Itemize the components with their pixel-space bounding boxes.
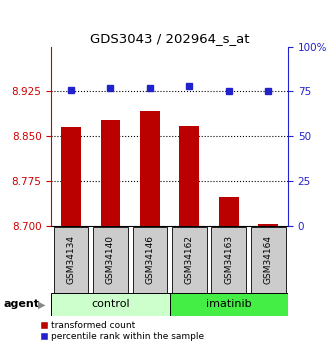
FancyBboxPatch shape	[51, 293, 169, 316]
FancyBboxPatch shape	[132, 227, 167, 293]
Text: GSM34140: GSM34140	[106, 235, 115, 284]
FancyBboxPatch shape	[251, 227, 286, 293]
Bar	[101, 119, 120, 226]
Text: GSM34134: GSM34134	[67, 235, 75, 284]
Text: imatinib: imatinib	[206, 299, 252, 309]
Text: ▶: ▶	[38, 299, 46, 309]
FancyBboxPatch shape	[172, 227, 207, 293]
Text: GSM34146: GSM34146	[145, 235, 155, 284]
Text: control: control	[91, 299, 130, 309]
Bar	[140, 110, 160, 226]
Text: GSM34164: GSM34164	[264, 235, 273, 284]
Bar	[219, 197, 239, 226]
Text: GSM34162: GSM34162	[185, 235, 194, 284]
Bar	[61, 127, 81, 226]
Legend: transformed count, percentile rank within the sample: transformed count, percentile rank withi…	[39, 320, 205, 342]
Bar	[259, 224, 278, 226]
Text: GSM34163: GSM34163	[224, 235, 233, 284]
FancyBboxPatch shape	[212, 227, 246, 293]
Bar	[179, 126, 199, 226]
FancyBboxPatch shape	[169, 293, 288, 316]
Title: GDS3043 / 202964_s_at: GDS3043 / 202964_s_at	[90, 32, 249, 46]
FancyBboxPatch shape	[54, 227, 88, 293]
Text: agent: agent	[3, 299, 39, 309]
FancyBboxPatch shape	[93, 227, 128, 293]
